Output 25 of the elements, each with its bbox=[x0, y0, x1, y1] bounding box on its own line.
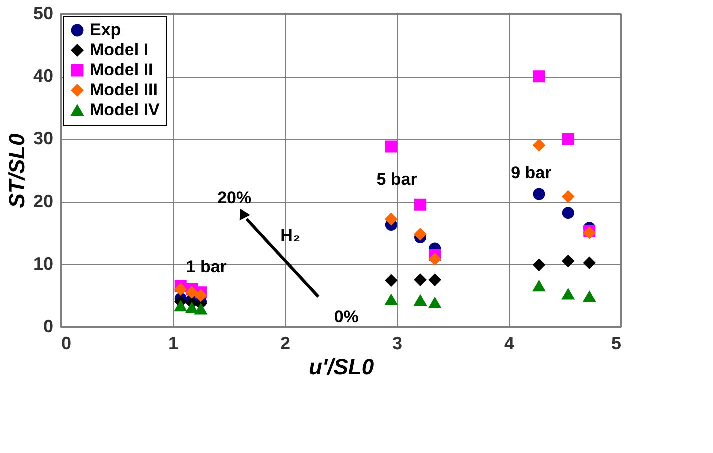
annotation: 0% bbox=[334, 308, 359, 327]
legend-label: Exp bbox=[90, 20, 122, 40]
x-tick-label: 1 bbox=[168, 334, 179, 354]
y-tick-label: 50 bbox=[33, 4, 54, 24]
x-tick-label: 0 bbox=[62, 334, 72, 354]
annotation: 9 bar bbox=[511, 164, 552, 183]
y-tick-label: 40 bbox=[33, 66, 54, 86]
x-axis-title: u'/SL0 bbox=[308, 354, 375, 380]
y-axis-title: ST/SL0 bbox=[4, 132, 30, 208]
legend-label: Model II bbox=[90, 60, 154, 80]
y-tick-label: 30 bbox=[33, 128, 54, 149]
annotation: 5 bar bbox=[376, 170, 418, 189]
legend-label: Model I bbox=[90, 40, 149, 60]
annotation: 20% bbox=[218, 188, 252, 208]
x-tick-label: 4 bbox=[504, 334, 515, 354]
legend-label: Model III bbox=[90, 80, 158, 100]
y-tick-label: 10 bbox=[33, 254, 54, 274]
legend-label: Model IV bbox=[90, 100, 161, 120]
annotation: 1 bar bbox=[186, 258, 228, 277]
annotation: H₂ bbox=[280, 226, 301, 246]
x-tick-label: 2 bbox=[280, 334, 291, 354]
y-tick-label: 20 bbox=[33, 191, 54, 212]
x-tick-label: 3 bbox=[392, 334, 403, 354]
x-tick-label: 5 bbox=[611, 334, 622, 354]
y-tick-label: 0 bbox=[43, 316, 54, 336]
